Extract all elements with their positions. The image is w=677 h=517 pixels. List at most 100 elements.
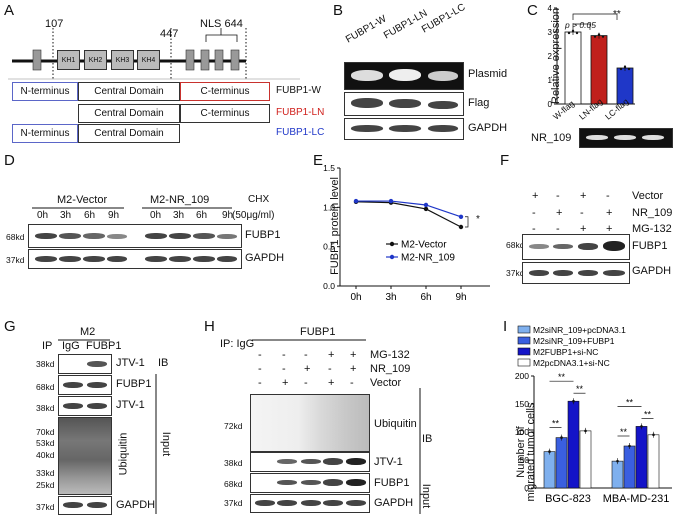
nr109-gel: [579, 128, 673, 148]
h-label-gapdh: GAPDH: [374, 497, 414, 509]
panel-letter-e: E: [313, 152, 324, 169]
c-bracket-sig: [572, 13, 618, 20]
f-mark: +: [606, 223, 613, 235]
migrated-cells-chart: M2siNR_109+pcDNA3.1M2siNR_109+FUBP1M2FUB…: [515, 325, 672, 505]
g-ip: IP: [42, 340, 53, 352]
i-point: [560, 436, 563, 439]
f-mark: -: [532, 223, 536, 235]
e-series-line: [355, 201, 462, 228]
e-legend-label: M2-NR_109: [401, 253, 455, 264]
kh1-domain: KH1: [57, 50, 80, 70]
e-sig: *: [476, 214, 480, 225]
h-mark: -: [304, 349, 308, 361]
c-point: [601, 35, 605, 38]
label-fubp1-ln: FUBP1-LN: [276, 107, 325, 118]
lane-fubp1-w: FUBP1-W: [344, 13, 389, 46]
g-group: M2: [80, 326, 96, 338]
e-xtick-label: 9h: [455, 292, 466, 303]
i-ytick-label: 150: [515, 399, 529, 409]
c-sig: **: [613, 9, 621, 20]
i-legend-swatch: [517, 336, 531, 345]
i-bar: [543, 451, 556, 489]
c-bracket-ns: [572, 23, 591, 30]
h-mark: -: [304, 377, 308, 389]
label-gapdh-b: GAPDH: [468, 122, 508, 134]
f-gapdh-blot: [522, 262, 630, 284]
c-point: [575, 31, 579, 35]
h-mark: -: [282, 349, 286, 361]
g-lane-fubp1: FUBP1: [86, 340, 122, 352]
panel-d: M2-Vector M2-NR_109 CHX (50μg/ml) 0h 3h …: [0, 150, 310, 318]
h-label-ubiquitin: Ubiquitin: [374, 418, 417, 430]
f-mark: +: [580, 223, 587, 235]
panel-letter-c: C: [527, 2, 538, 19]
panel-e: 0.0 0.5 1.0 1.5 0h 3h 6h 9h M2-Vector M2-NR_109 F…: [310, 150, 500, 318]
e-point: [353, 198, 359, 204]
d-time-4: 9h: [108, 210, 120, 221]
fubp1-protein-level-chart: 0.0 0.5 1.0 1.5 0h 3h 6h 9h M2-Vector M2-NR_109: [323, 163, 490, 303]
f-mark: -: [532, 207, 536, 219]
d-mw-68: 68kd: [6, 232, 25, 242]
c-bar: [590, 35, 608, 105]
f-label-nr109: NR_109: [632, 207, 673, 219]
f-label-fubp1: FUBP1: [632, 240, 668, 252]
h-label-fubp1: FUBP1: [374, 477, 410, 489]
g-label-ubiquitin: Ubiquitin: [117, 432, 130, 476]
e-ytick-label: 1.5: [323, 163, 335, 173]
position-nls-644: NLS 644: [200, 18, 243, 30]
i-sig-label: **: [644, 409, 652, 419]
i-sig-label: **: [576, 384, 584, 394]
e-ytick-label: 1.0: [323, 202, 335, 212]
f-label-gapdh: GAPDH: [632, 265, 672, 277]
panel-letter-f: F: [500, 152, 510, 169]
h-input: Input: [420, 483, 433, 509]
g-mw-1: 38kd: [36, 359, 55, 369]
lane-fubp1-lc: FUBP1-LC: [420, 1, 468, 36]
g-label-fubp1: FUBP1: [116, 378, 152, 390]
c-ytick-label: 4: [548, 4, 553, 13]
panel-letter-g: G: [4, 318, 16, 335]
panel-letter-i: I: [503, 318, 508, 335]
g-mw-4: 70kd: [36, 427, 55, 437]
panel-b: FUBP1-W FUBP1-LN FUBP1-LC Plasmid Flag G…: [330, 0, 525, 150]
label-flag: Flag: [468, 97, 490, 109]
h-fubp1-blot: [250, 473, 370, 493]
d-gapdh-blot: [28, 249, 242, 269]
h-ib: IB: [422, 433, 433, 445]
i-point: [616, 459, 619, 463]
d-time-7: 6h: [196, 210, 208, 221]
e-point: [423, 206, 429, 212]
h-mw-72: 72kd: [224, 421, 243, 431]
i-point: [548, 450, 551, 453]
f-label-mg132: MG-132: [632, 223, 672, 235]
f-mark: +: [556, 207, 563, 219]
h-mark: -: [350, 377, 354, 389]
domain-diagram: [8, 28, 300, 80]
i-sig-label: **: [626, 397, 634, 407]
g-ib: IB: [158, 357, 169, 369]
g-gapdh-blot: [58, 496, 112, 515]
d-group-vector: M2-Vector: [57, 194, 108, 206]
g-mw-9: 37kd: [36, 502, 55, 512]
d-chx: CHX: [248, 194, 270, 205]
i-bar: [623, 445, 636, 489]
d-group-nr109: M2-NR_109: [150, 194, 210, 206]
e-point: [423, 202, 429, 208]
i-point: [652, 433, 655, 437]
h-mark: -: [258, 349, 262, 361]
c-ytick-label: 1: [548, 76, 553, 85]
fubp1-lc-central: Central Domain: [78, 124, 180, 143]
d-label-gapdh: GAPDH: [245, 252, 285, 264]
g-fubp1-blot: [58, 375, 112, 395]
h-mark: -: [328, 363, 332, 375]
e-ylabel: FUBP1 protein level: [329, 177, 341, 275]
c-point: [597, 33, 601, 36]
h-mark: -: [282, 363, 286, 375]
h-mw-38: 38kd: [224, 458, 243, 468]
i-ylabel-2: migrated tumor cells: [525, 402, 537, 502]
h-mark: +: [328, 349, 335, 361]
g-mw-2: 68kd: [36, 382, 55, 392]
d-time-8: 9h: [222, 210, 234, 221]
g-mw-3: 38kd: [36, 403, 55, 413]
d-time-6: 3h: [173, 210, 185, 221]
